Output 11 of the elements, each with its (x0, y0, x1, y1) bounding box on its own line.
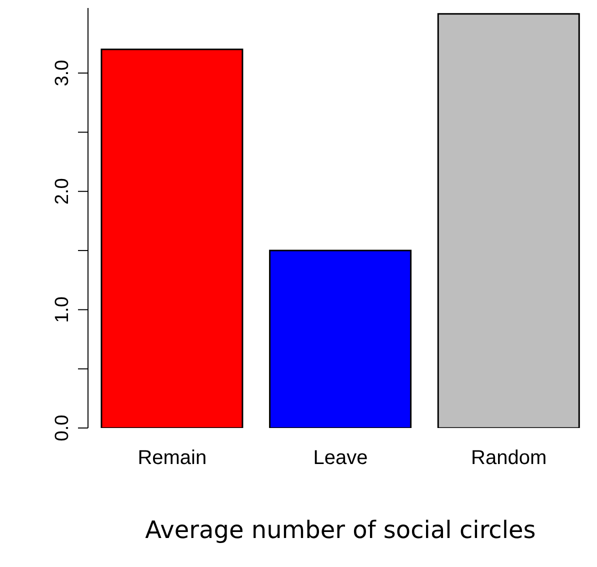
bar (269, 250, 412, 428)
y-tick-label: 1.0 (52, 296, 73, 323)
bar (100, 48, 244, 428)
y-tick-label: 3.0 (52, 60, 73, 86)
x-tick-label: Random (471, 447, 547, 470)
x-tick-label: Remain (138, 447, 207, 470)
y-tick-label: 2.0 (52, 178, 73, 205)
y-tick-label: 0.0 (52, 414, 73, 442)
x-axis-title: Average number of social circles (145, 516, 536, 544)
x-tick-label: Leave (313, 447, 368, 470)
bar (437, 13, 580, 428)
